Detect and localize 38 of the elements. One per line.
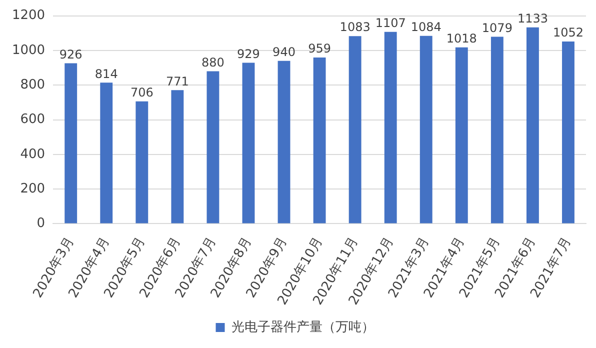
bar <box>348 36 362 224</box>
data-label: 1079 <box>482 20 512 35</box>
data-label: 940 <box>272 44 296 59</box>
bar <box>242 62 255 224</box>
legend-label: 光电子器件产量（万吨） <box>231 320 374 335</box>
y-tick-label: 200 <box>20 181 46 196</box>
data-label: 926 <box>59 47 82 62</box>
bar <box>136 101 148 224</box>
data-label: 1133 <box>517 12 548 26</box>
bar <box>100 82 113 224</box>
bar <box>64 63 78 224</box>
data-label: 959 <box>308 42 331 56</box>
bar <box>455 47 468 224</box>
bar <box>562 41 574 224</box>
bar <box>526 27 539 224</box>
data-label: 1018 <box>446 31 477 46</box>
bar <box>420 36 432 224</box>
bar <box>278 60 290 224</box>
data-label: 929 <box>237 46 260 61</box>
y-tick-label: 0 <box>36 216 46 232</box>
data-label: 880 <box>202 55 224 70</box>
data-label: 814 <box>94 66 118 81</box>
data-label: 1083 <box>340 20 370 34</box>
bar <box>313 58 326 224</box>
bar <box>206 71 220 224</box>
y-tick-label: 400 <box>20 146 46 162</box>
data-label: 771 <box>166 74 189 88</box>
bar <box>490 36 504 224</box>
bar <box>171 90 184 224</box>
data-label: 1107 <box>375 16 406 30</box>
data-label: 706 <box>130 86 154 100</box>
data-label: 1084 <box>410 20 442 34</box>
y-tick-label: 600 <box>20 112 46 128</box>
y-tick-label: 800 <box>20 77 46 92</box>
y-tick-label: 1000 <box>12 42 46 58</box>
data-label: 1052 <box>552 26 584 40</box>
bar <box>384 32 397 224</box>
y-tick-label: 1200 <box>12 8 46 24</box>
